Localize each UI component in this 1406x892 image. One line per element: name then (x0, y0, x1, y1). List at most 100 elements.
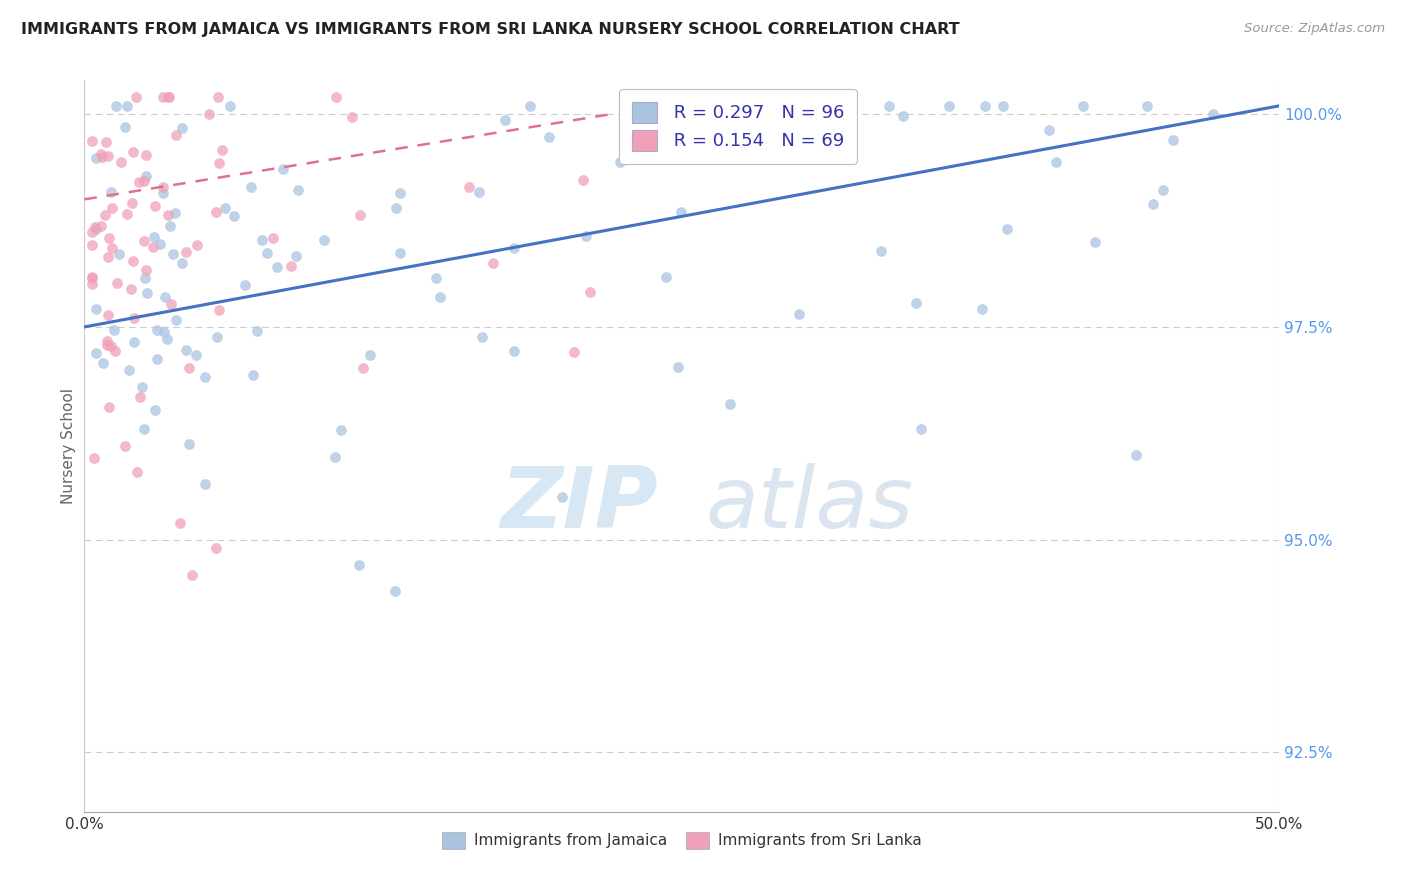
Point (134, 422, 156, 436)
Point (870, 244, 893, 259)
Point (160, 297, 183, 311)
Point (1152, 183, 1174, 197)
Point (90, 219, 112, 234)
Point (250, 233, 273, 247)
Point (519, 99, 541, 113)
Point (787, 307, 810, 321)
Point (312, 234, 335, 248)
Point (122, 334, 145, 349)
Point (114, 439, 136, 453)
Point (80, 270, 103, 285)
Point (157, 90, 180, 104)
Point (131, 379, 153, 393)
Point (132, 234, 155, 248)
Text: atlas: atlas (706, 463, 914, 546)
Point (100, 339, 122, 353)
Point (91, 356, 114, 370)
Point (718, 397, 741, 411)
Point (91, 150, 114, 164)
Point (349, 208, 371, 222)
Point (1136, 99, 1159, 113)
Point (240, 180, 263, 194)
Point (98, 401, 121, 415)
Point (194, 477, 217, 491)
Point (218, 99, 240, 113)
Point (494, 112, 516, 127)
Point (1045, 154, 1067, 169)
Point (135, 148, 157, 162)
Point (159, 219, 181, 233)
Point (208, 303, 231, 318)
Point (105, 276, 128, 290)
Point (120, 282, 142, 296)
Point (1161, 133, 1184, 147)
Point (285, 249, 308, 263)
Point (135, 169, 157, 183)
Point (349, 558, 371, 572)
Point (993, 99, 1015, 113)
Point (1084, 235, 1107, 249)
Point (503, 343, 526, 358)
Point (149, 236, 172, 251)
Point (80, 238, 103, 252)
Point (997, 222, 1019, 236)
Point (86, 346, 108, 360)
Point (97, 250, 120, 264)
Point (681, 99, 703, 113)
Point (658, 115, 681, 129)
Point (90, 146, 112, 161)
Point (157, 208, 180, 222)
Text: IMMIGRANTS FROM JAMAICA VS IMMIGRANTS FROM SRI LANKA NURSERY SCHOOL CORRELATION : IMMIGRANTS FROM JAMAICA VS IMMIGRANTS FR… (21, 22, 960, 37)
Point (266, 260, 288, 274)
Point (287, 183, 309, 197)
Point (879, 99, 901, 113)
Point (174, 245, 197, 260)
Point (458, 180, 481, 194)
Point (80, 225, 103, 239)
Point (86, 221, 108, 235)
Point (429, 290, 451, 304)
Point (118, 363, 141, 377)
Point (330, 423, 353, 437)
Point (104, 99, 127, 113)
Point (1125, 448, 1147, 462)
Point (325, 450, 347, 464)
Point (96, 334, 118, 348)
Point (125, 90, 148, 104)
Point (152, 326, 174, 340)
Point (115, 99, 138, 113)
Point (425, 271, 447, 285)
Point (86, 151, 108, 165)
Point (359, 348, 381, 362)
Point (143, 199, 166, 213)
Point (134, 271, 156, 285)
Point (146, 323, 169, 337)
Point (207, 155, 229, 169)
Point (551, 490, 574, 504)
Point (910, 422, 932, 436)
Point (110, 155, 132, 169)
Point (122, 145, 145, 160)
Legend: Immigrants from Jamaica, Immigrants from Sri Lanka: Immigrants from Jamaica, Immigrants from… (436, 825, 928, 855)
Text: Source: ZipAtlas.com: Source: ZipAtlas.com (1244, 22, 1385, 36)
Point (938, 99, 960, 113)
Point (80, 270, 103, 285)
Point (181, 568, 204, 582)
Point (537, 129, 560, 144)
Point (194, 370, 217, 384)
Point (384, 201, 406, 215)
Point (135, 262, 157, 277)
Y-axis label: Nursery School: Nursery School (60, 388, 76, 504)
Point (152, 186, 174, 200)
Point (128, 174, 150, 188)
Point (156, 332, 179, 346)
Point (340, 110, 363, 124)
Point (94, 136, 117, 150)
Point (572, 173, 595, 187)
Point (107, 247, 129, 261)
Point (204, 204, 226, 219)
Point (1038, 123, 1060, 137)
Point (325, 90, 347, 104)
Point (170, 121, 193, 136)
Point (143, 229, 166, 244)
